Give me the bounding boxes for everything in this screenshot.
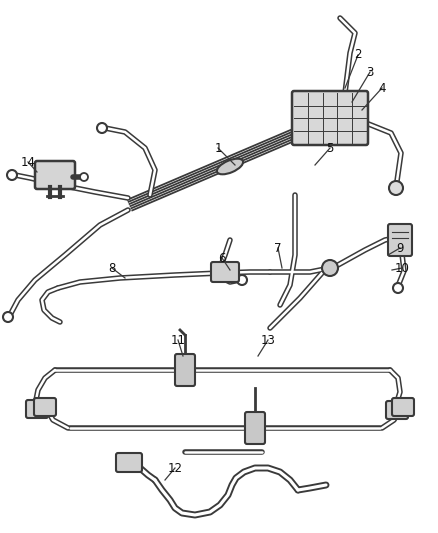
Text: 2: 2 xyxy=(354,49,362,61)
Text: 5: 5 xyxy=(326,141,334,155)
FancyBboxPatch shape xyxy=(211,262,239,282)
Text: 13: 13 xyxy=(261,334,276,346)
Circle shape xyxy=(322,260,338,276)
Text: 1: 1 xyxy=(214,141,222,155)
Text: 11: 11 xyxy=(170,334,186,346)
FancyBboxPatch shape xyxy=(26,400,48,418)
FancyBboxPatch shape xyxy=(388,224,412,256)
Circle shape xyxy=(393,283,403,293)
Text: 9: 9 xyxy=(396,241,404,254)
Circle shape xyxy=(80,173,88,181)
Circle shape xyxy=(389,181,403,195)
Circle shape xyxy=(97,123,107,133)
Text: 4: 4 xyxy=(378,82,386,94)
Text: 8: 8 xyxy=(108,262,116,274)
Text: 7: 7 xyxy=(274,241,282,254)
Text: 10: 10 xyxy=(395,262,410,274)
FancyBboxPatch shape xyxy=(34,398,56,416)
FancyBboxPatch shape xyxy=(392,398,414,416)
FancyBboxPatch shape xyxy=(116,453,142,472)
FancyBboxPatch shape xyxy=(386,401,408,419)
Text: 12: 12 xyxy=(167,462,183,474)
FancyBboxPatch shape xyxy=(175,354,195,386)
FancyBboxPatch shape xyxy=(292,91,368,145)
Text: 6: 6 xyxy=(218,252,226,264)
Circle shape xyxy=(7,170,17,180)
FancyBboxPatch shape xyxy=(245,412,265,444)
Ellipse shape xyxy=(217,159,243,174)
Text: 14: 14 xyxy=(21,156,35,168)
Circle shape xyxy=(3,312,13,322)
Text: 3: 3 xyxy=(366,66,374,78)
FancyBboxPatch shape xyxy=(35,161,75,189)
Circle shape xyxy=(237,275,247,285)
